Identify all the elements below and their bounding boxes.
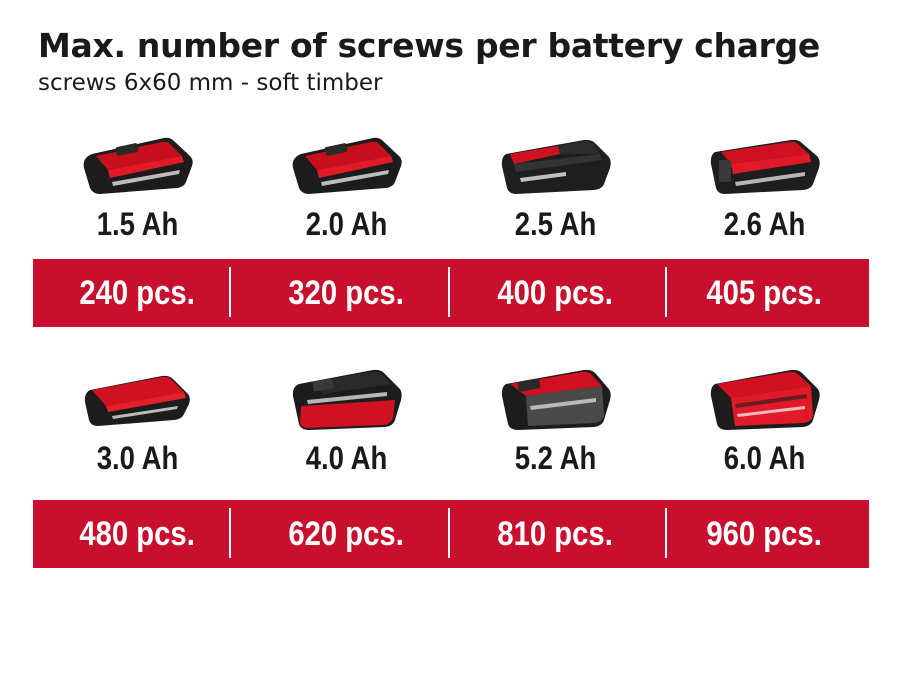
page-title: Max. number of screws per battery charge xyxy=(38,26,821,65)
battery-capacity-label: 2.6 Ah xyxy=(723,206,806,242)
screw-count-band: 240 pcs. 320 pcs. 400 pcs. 405 pcs. xyxy=(33,259,869,327)
battery-capacity-label: 6.0 Ah xyxy=(723,440,806,476)
battery-capacity-label: 3.0 Ah xyxy=(96,440,179,476)
band-divider xyxy=(229,508,231,558)
battery-compact-icon xyxy=(78,132,198,198)
battery-compact-black-icon xyxy=(705,132,825,198)
screw-count: 810 pcs. xyxy=(497,515,614,553)
battery-row-2: 3.0 Ah 4.0 Ah xyxy=(33,362,869,568)
battery-slim-icon xyxy=(78,366,198,432)
screw-count: 320 pcs. xyxy=(288,274,405,312)
battery-large-black-icon xyxy=(496,366,616,432)
battery-card: 1.5 Ah xyxy=(33,128,242,268)
battery-card: 5.2 Ah xyxy=(451,362,660,502)
screw-count: 240 pcs. xyxy=(79,274,196,312)
band-divider xyxy=(665,267,667,317)
battery-capacity-label: 2.0 Ah xyxy=(305,206,388,242)
battery-compact-black-icon xyxy=(496,132,616,198)
battery-card: 2.5 Ah xyxy=(451,128,660,268)
screw-count: 480 pcs. xyxy=(79,515,196,553)
battery-card: 2.0 Ah xyxy=(242,128,451,268)
battery-capacity-label: 2.5 Ah xyxy=(514,206,597,242)
battery-card: 3.0 Ah xyxy=(33,362,242,502)
screw-count: 400 pcs. xyxy=(497,274,614,312)
battery-card: 6.0 Ah xyxy=(660,362,869,502)
screw-count-band: 480 pcs. 620 pcs. 810 pcs. 960 pcs. xyxy=(33,500,869,568)
screw-count: 620 pcs. xyxy=(288,515,405,553)
battery-large-icon xyxy=(287,366,407,432)
battery-card: 2.6 Ah xyxy=(660,128,869,268)
battery-compact-icon xyxy=(287,132,407,198)
battery-large-icon xyxy=(705,366,825,432)
battery-card: 4.0 Ah xyxy=(242,362,451,502)
battery-capacity-label: 4.0 Ah xyxy=(305,440,388,476)
battery-row-1: 1.5 Ah 2.0 Ah xyxy=(33,128,869,327)
band-divider xyxy=(229,267,231,317)
band-divider xyxy=(665,508,667,558)
page-subtitle: screws 6x60 mm - soft timber xyxy=(38,70,383,96)
band-divider xyxy=(448,508,450,558)
screw-count: 405 pcs. xyxy=(706,274,823,312)
battery-capacity-label: 5.2 Ah xyxy=(514,440,597,476)
band-divider xyxy=(448,267,450,317)
screw-count: 960 pcs. xyxy=(706,515,823,553)
battery-capacity-label: 1.5 Ah xyxy=(96,206,179,242)
